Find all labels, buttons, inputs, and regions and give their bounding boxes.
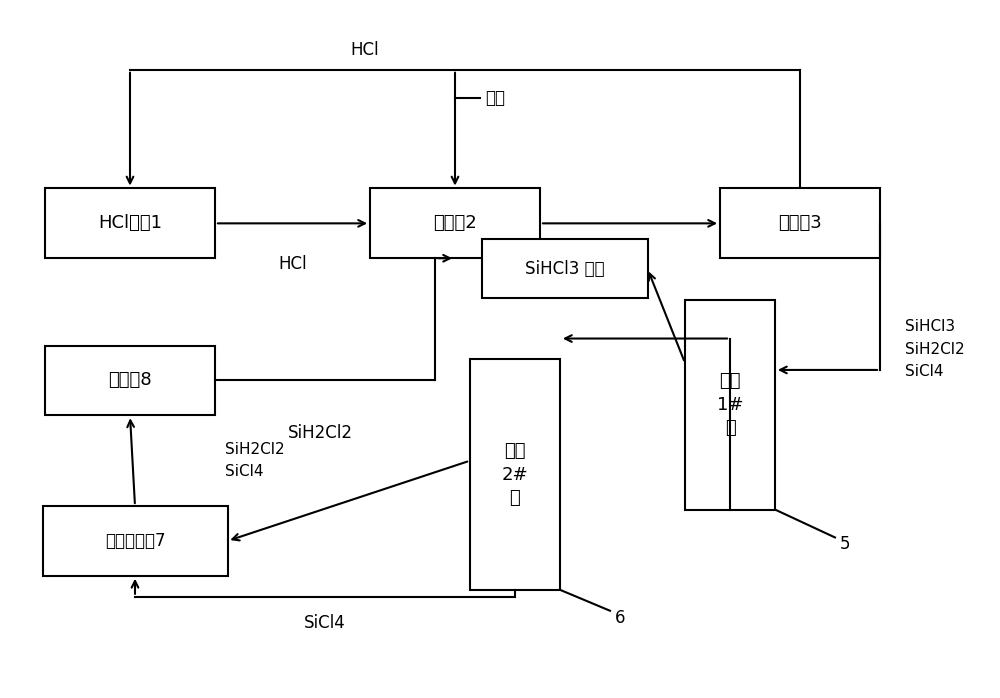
FancyBboxPatch shape: [370, 188, 540, 258]
Text: SiHCl3 产品: SiHCl3 产品: [525, 260, 605, 278]
Text: 汽化器8: 汽化器8: [108, 371, 152, 389]
Text: SiHCl3
SiH2Cl2
SiCl4: SiHCl3 SiH2Cl2 SiCl4: [905, 319, 965, 379]
Text: 硅粉: 硅粉: [485, 89, 505, 107]
FancyBboxPatch shape: [470, 359, 560, 590]
Text: 6: 6: [615, 609, 625, 627]
Text: SiH2Cl2
SiCl4: SiH2Cl2 SiCl4: [225, 442, 285, 480]
FancyBboxPatch shape: [685, 300, 775, 510]
Text: 氯硅烷储罐7: 氯硅烷储罐7: [105, 532, 165, 550]
Text: 精馏
1#
塔: 精馏 1# 塔: [717, 372, 743, 438]
Text: 精馏
2#
塔: 精馏 2# 塔: [502, 442, 528, 507]
FancyBboxPatch shape: [482, 239, 648, 299]
Text: HCl储罐1: HCl储罐1: [98, 214, 162, 232]
Text: 合成炉2: 合成炉2: [433, 214, 477, 232]
Text: SiH2Cl2: SiH2Cl2: [288, 424, 352, 442]
Text: SiCl4: SiCl4: [304, 614, 346, 632]
Text: 5: 5: [840, 535, 850, 554]
Text: 冷凝器3: 冷凝器3: [778, 214, 822, 232]
FancyBboxPatch shape: [45, 346, 215, 415]
Text: HCl: HCl: [351, 41, 379, 59]
FancyBboxPatch shape: [720, 188, 880, 258]
FancyBboxPatch shape: [43, 506, 228, 576]
FancyBboxPatch shape: [45, 188, 215, 258]
Text: HCl: HCl: [278, 255, 307, 273]
